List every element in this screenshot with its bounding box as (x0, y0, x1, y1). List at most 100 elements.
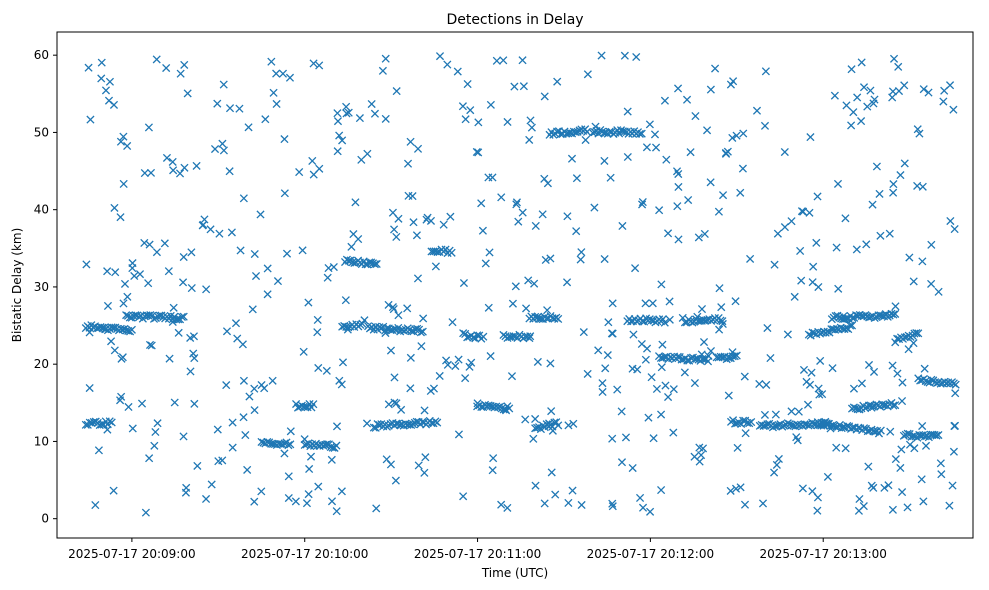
detection-point (519, 82, 528, 91)
detection-point (390, 398, 399, 407)
detection-point (893, 369, 902, 378)
x-tick-label: 2025-07-17 20:09:00 (68, 547, 195, 561)
detection-point (135, 270, 145, 279)
detection-point (608, 434, 617, 443)
detection-point (889, 54, 899, 63)
detection-point (248, 305, 257, 314)
detection-point (636, 493, 645, 502)
detection-point (313, 328, 322, 337)
detection-point (104, 96, 114, 105)
detection-point (809, 262, 818, 271)
detection-point (370, 260, 379, 269)
detection-point (347, 242, 356, 251)
detection-point (642, 143, 651, 152)
detection-point (823, 472, 832, 481)
detection-point (927, 240, 936, 249)
detection-point (706, 178, 715, 187)
detection-point (531, 414, 540, 424)
detection-point (832, 243, 841, 252)
detection-point (927, 375, 936, 384)
detection-point (124, 402, 133, 412)
detection-point (241, 430, 250, 440)
detection-point (244, 123, 253, 132)
detection-point (269, 88, 278, 97)
detection-point (683, 356, 692, 365)
detection-point (583, 369, 592, 378)
detection-point (497, 500, 506, 509)
detection-point (813, 506, 822, 515)
detection-point (864, 360, 874, 370)
y-tick-label: 40 (34, 203, 49, 217)
detection-point (284, 472, 293, 481)
detection-point (322, 366, 331, 375)
detection-point (486, 100, 495, 109)
detection-point (804, 421, 813, 430)
detection-point (174, 328, 183, 337)
detection-point (736, 188, 745, 197)
detection-point (949, 105, 958, 114)
detection-point (503, 117, 512, 127)
detection-point (813, 493, 822, 502)
detection-point (554, 314, 563, 324)
detection-point (915, 129, 924, 138)
detection-point (431, 262, 440, 271)
detection-point (564, 498, 573, 508)
detection-point (409, 218, 418, 227)
detection-point (227, 228, 236, 237)
detection-point (372, 259, 381, 269)
detection-point (716, 316, 725, 325)
detection-point (904, 345, 913, 354)
detection-point (179, 252, 188, 262)
detection-point (738, 164, 747, 173)
detection-point (699, 337, 709, 347)
detection-point (849, 384, 859, 393)
detection-point (887, 309, 896, 318)
detection-point (852, 245, 861, 254)
detection-point (638, 200, 647, 209)
detection-point (790, 292, 799, 301)
detection-point (806, 133, 815, 142)
detection-point (169, 166, 178, 175)
detection-point (180, 60, 189, 69)
detection-point (855, 494, 864, 504)
detection-point (847, 65, 856, 74)
detection-point (854, 506, 863, 515)
detection-point (690, 379, 699, 388)
detection-point (813, 192, 822, 201)
detection-point (650, 130, 660, 139)
detection-point (529, 434, 538, 443)
detection-point (202, 285, 211, 294)
detection-point (729, 77, 738, 86)
detection-point (641, 355, 650, 364)
detection-point (373, 420, 382, 429)
detection-point (869, 483, 878, 492)
detection-point (889, 180, 898, 189)
detection-point (783, 419, 792, 428)
detection-point (210, 144, 220, 154)
detection-point (338, 358, 348, 367)
detection-point (233, 334, 242, 343)
y-tick-label: 20 (34, 357, 49, 371)
x-axis: 2025-07-17 20:09:00 2025-07-17 20:10:00 20… (68, 538, 887, 561)
detection-point (805, 208, 814, 217)
detection-point (239, 194, 248, 203)
detection-point (222, 327, 232, 336)
detection-point (660, 318, 669, 327)
detection-point (435, 52, 445, 61)
detection-point (141, 508, 150, 517)
detection-point (168, 157, 177, 166)
detection-point (655, 206, 664, 215)
detection-point (327, 455, 336, 464)
detection-point (606, 173, 615, 182)
detection-point (726, 486, 735, 495)
detection-point (342, 102, 351, 111)
detection-point (531, 312, 540, 321)
detection-point (870, 313, 879, 323)
detection-point (328, 443, 337, 452)
detection-point (467, 358, 476, 367)
detection-point (333, 147, 342, 156)
detection-point (621, 433, 631, 442)
detection-point (363, 149, 372, 158)
detection-point (869, 367, 879, 376)
detection-point (859, 83, 869, 92)
